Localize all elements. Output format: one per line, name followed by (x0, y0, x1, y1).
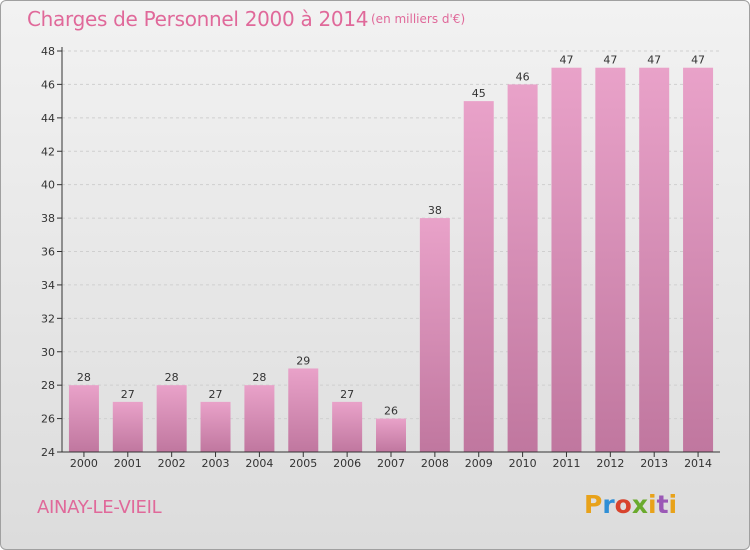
logo-letter: i (648, 490, 657, 519)
bar (200, 401, 231, 452)
bar (156, 385, 187, 452)
bar-value-label: 28 (252, 371, 266, 384)
y-tick-label: 26 (41, 413, 55, 426)
logo-letter: P (584, 490, 603, 519)
bar (463, 101, 494, 452)
logo-letter: r (602, 490, 615, 519)
bar (595, 67, 626, 452)
bar-value-label: 47 (647, 54, 661, 67)
bar (551, 67, 582, 452)
bar (507, 84, 538, 453)
logo-letter: o (614, 490, 632, 519)
x-tick-label: 2012 (596, 457, 624, 470)
bar (639, 67, 670, 452)
bar (332, 401, 363, 452)
y-tick-label: 40 (41, 179, 55, 192)
bar-value-label: 47 (691, 54, 705, 67)
bar (419, 218, 450, 452)
commune-name: AINAY-LE-VIEIL (37, 497, 162, 518)
y-tick-label: 32 (41, 312, 55, 325)
x-tick-label: 2010 (509, 457, 537, 470)
bar-value-label: 27 (209, 388, 223, 401)
x-tick-label: 2004 (245, 457, 273, 470)
y-tick-label: 30 (41, 346, 55, 359)
bar-value-label: 26 (384, 405, 398, 418)
x-tick-label: 2006 (333, 457, 361, 470)
chart-title: Charges de Personnel 2000 à 2014 (27, 7, 369, 31)
x-tick-label: 2005 (289, 457, 317, 470)
bar-value-label: 46 (516, 70, 530, 83)
x-tick-label: 2014 (684, 457, 712, 470)
y-tick-label: 34 (41, 279, 55, 292)
y-tick-label: 48 (41, 45, 55, 58)
x-tick-label: 2001 (114, 457, 142, 470)
bar-value-label: 27 (340, 388, 354, 401)
bar-value-label: 29 (296, 354, 310, 367)
bar-value-label: 38 (428, 204, 442, 217)
bar-value-label: 47 (559, 54, 573, 67)
x-tick-label: 2011 (552, 457, 580, 470)
bar-value-label: 45 (472, 87, 486, 100)
y-tick-label: 36 (41, 246, 55, 259)
bar (112, 401, 143, 452)
bar (683, 67, 714, 452)
chart-unit: (en milliers d'€) (371, 12, 466, 26)
bar (244, 385, 275, 452)
bar-value-label: 28 (77, 371, 91, 384)
x-tick-label: 2002 (158, 457, 186, 470)
x-tick-label: 2013 (640, 457, 668, 470)
x-tick-label: 2008 (421, 457, 449, 470)
bar (288, 368, 319, 452)
y-tick-label: 46 (41, 78, 55, 91)
logo-letter: x (631, 490, 648, 519)
logo-letter: t (656, 490, 669, 519)
bar (376, 418, 406, 452)
x-tick-label: 2007 (377, 457, 405, 470)
y-tick-label: 28 (41, 379, 55, 392)
x-tick-label: 2009 (465, 457, 493, 470)
bar-value-label: 27 (121, 388, 135, 401)
y-tick-label: 24 (41, 446, 55, 459)
x-tick-label: 2003 (202, 457, 230, 470)
bar-value-label: 28 (165, 371, 179, 384)
bar (68, 385, 99, 452)
proxiti-logo: Proxiti (584, 490, 677, 519)
y-tick-label: 38 (41, 212, 55, 225)
logo-letter: i (668, 490, 678, 519)
bar-value-label: 47 (603, 54, 617, 67)
y-tick-label: 42 (41, 145, 55, 158)
x-tick-label: 2000 (70, 457, 98, 470)
y-tick-label: 44 (41, 112, 55, 125)
